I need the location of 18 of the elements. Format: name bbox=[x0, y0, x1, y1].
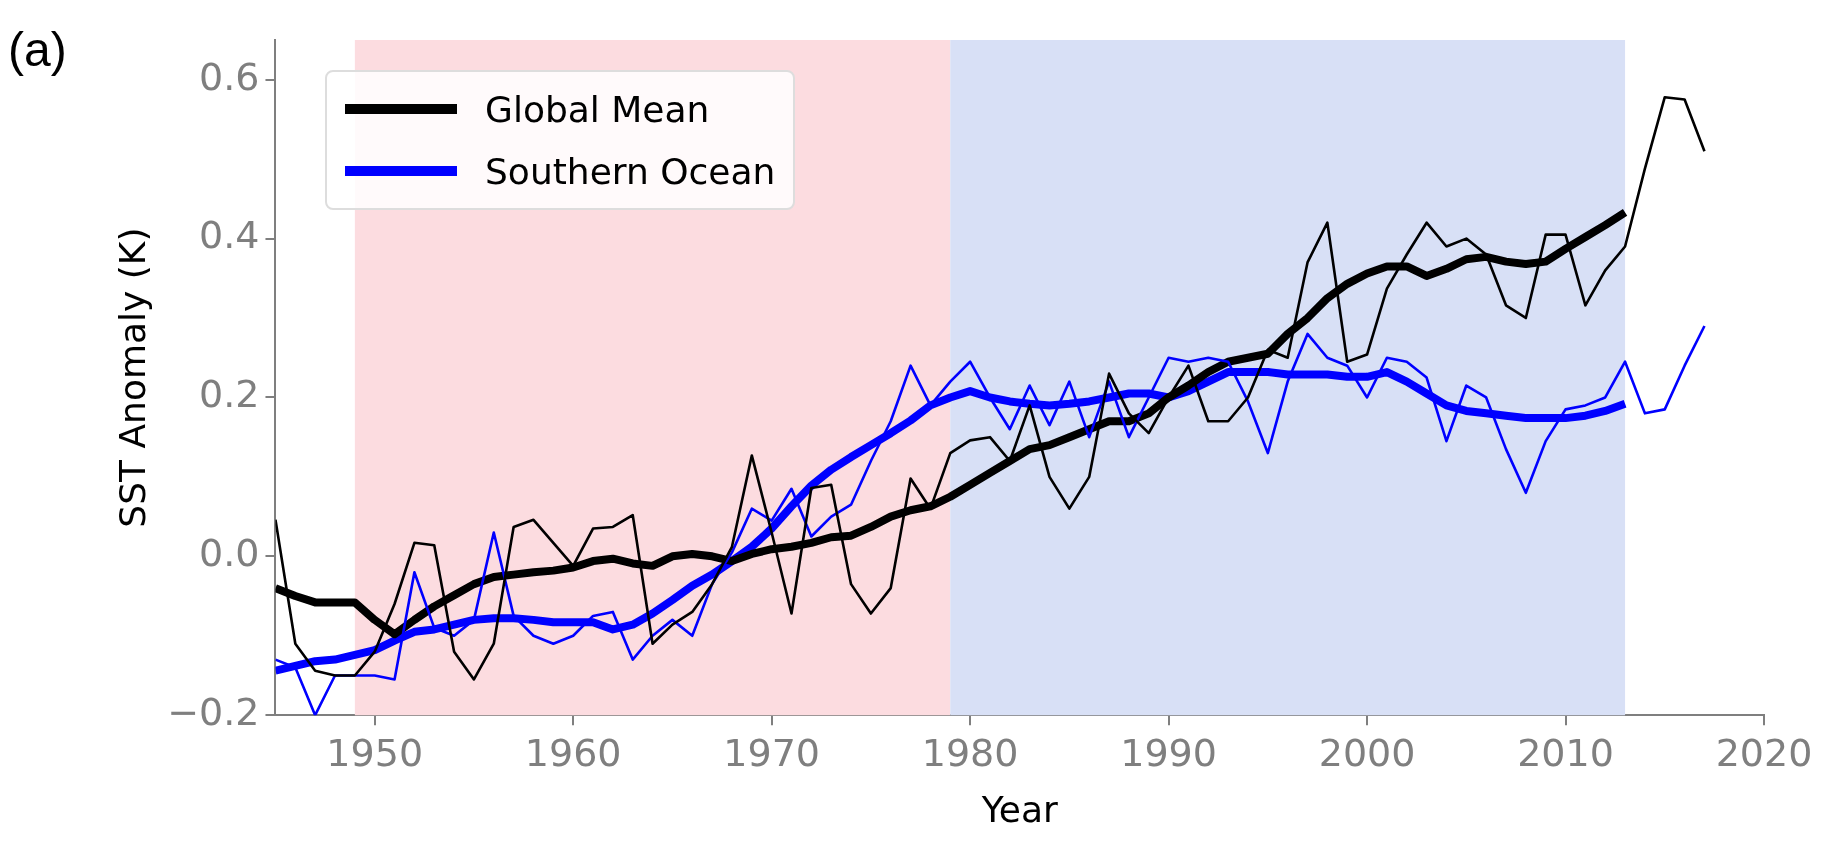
legend-label: Southern Ocean bbox=[485, 150, 776, 192]
x-tick-label: 1980 bbox=[921, 730, 1019, 775]
x-tick-label: 2000 bbox=[1318, 730, 1416, 775]
x-tick-label: 2010 bbox=[1517, 730, 1614, 775]
y-tick-label: 0.4 bbox=[199, 213, 260, 258]
y-axis-title: SST Anomaly (K) bbox=[111, 227, 153, 528]
y-tick-label: 0.2 bbox=[199, 372, 260, 417]
x-tick-label: 2020 bbox=[1715, 730, 1813, 775]
y-tick-label: 0.6 bbox=[199, 54, 260, 99]
y-tick-label: 0.0 bbox=[199, 531, 260, 576]
y-tick-label: −0.2 bbox=[167, 690, 260, 735]
x-tick-label: 1970 bbox=[723, 730, 821, 775]
x-tick-label: 1990 bbox=[1120, 730, 1217, 775]
text: (a) bbox=[8, 22, 67, 77]
x-tick-label: 1960 bbox=[524, 730, 622, 775]
x-tick-label: 1950 bbox=[326, 730, 424, 775]
legend-label: Global Mean bbox=[485, 88, 710, 130]
x-axis-title: Year bbox=[980, 788, 1059, 830]
